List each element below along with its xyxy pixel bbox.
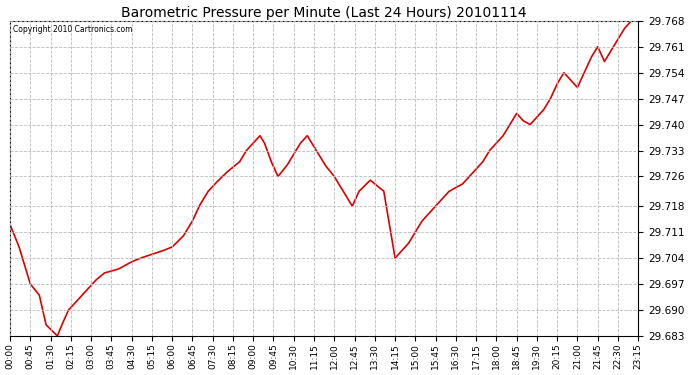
Text: Copyright 2010 Cartronics.com: Copyright 2010 Cartronics.com xyxy=(13,26,132,34)
Title: Barometric Pressure per Minute (Last 24 Hours) 20101114: Barometric Pressure per Minute (Last 24 … xyxy=(121,6,527,20)
